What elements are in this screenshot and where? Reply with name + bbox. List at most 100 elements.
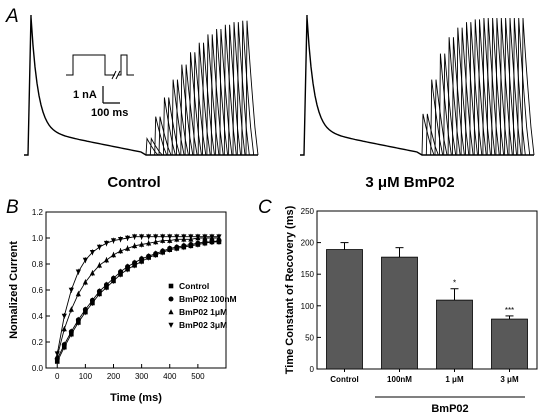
panel-b-points [54,233,222,365]
panel-b: 0 100 200 300 400 500 0.0 0.2 0.4 0.6 0.8 1.0 1.2 Co… [8,208,237,404]
panel-c-bars: Control 100nM 1 μM * 3 μM *** [326,242,528,384]
bar [326,249,363,370]
data-point [153,239,159,245]
data-point [168,283,174,289]
panel-b-legend: Control BmP02 100nM BmP02 1μM BmP02 3μM [168,281,237,330]
data-point [167,237,173,243]
data-point [89,270,96,276]
panel-a-letter: A [5,6,19,27]
y-tick-label: 150 [301,270,315,279]
y-tick-label: 50 [305,333,314,342]
panel-b-letter: B [6,197,19,218]
data-point [54,351,60,357]
panel-b-ylabel: Nomalized Current [8,241,20,339]
legend-label: BmP02 1μM [179,307,227,317]
data-point [202,239,208,245]
data-point [111,275,116,281]
x-tick-label: Control [330,375,358,384]
data-point [96,262,103,268]
data-point [174,244,180,250]
legend-label: Control [179,281,209,291]
caption-control: Control [107,174,160,191]
protocol-inset [66,54,134,80]
data-point [103,257,110,263]
data-point [131,242,138,249]
data-point [110,238,117,244]
data-point [117,237,124,243]
bmp02-trace [300,14,535,156]
data-point [209,239,215,245]
panel-c-group-label: BmP02 [431,403,468,415]
data-point [124,245,131,251]
y-tick-label: 0.8 [32,260,44,269]
data-point [160,248,166,254]
control-trace [24,14,259,156]
bar [436,299,473,370]
y-tick-label: 1.0 [32,234,44,243]
y-tick-label: 250 [301,207,315,216]
data-point [103,282,109,288]
data-point [68,287,74,293]
bar [491,318,528,370]
panel-b-ticks: 0 100 200 300 400 500 0.0 0.2 0.4 0.6 0.8 1.0 1.2 [32,208,205,381]
x-tick-label: 300 [135,372,149,381]
data-point [75,317,81,323]
panel-c-ticks: 0 50 100 150 200 250 [301,207,321,374]
data-point [139,241,145,247]
data-point [216,234,222,240]
data-point [82,279,88,285]
y-tick-label: 100 [301,302,315,311]
data-point [82,257,88,263]
data-point [118,269,124,275]
y-tick-label: 0 [310,365,315,374]
pulse-trace [245,20,259,156]
data-point [132,260,138,266]
data-point [110,252,117,258]
x-tick-label: 400 [163,372,177,381]
y-tick-label: 0.0 [32,364,44,373]
caption-bmp02: 3 μM BmP02 [365,174,454,191]
data-point [202,234,208,240]
x-tick-label: 3 μM [500,375,519,384]
data-point [188,234,194,240]
x-tick-label: 0 [55,372,60,381]
data-point [89,297,95,303]
data-point [82,307,88,312]
data-point [131,234,138,240]
data-point [167,234,173,240]
y-tick-label: 200 [301,239,315,248]
data-point [125,264,131,270]
panel-b-xlabel: Time (ms) [110,392,162,404]
legend-label: BmP02 3μM [179,320,227,330]
data-point [146,253,152,259]
data-point [153,251,159,257]
data-point [181,243,187,249]
data-point [195,240,201,246]
data-point [153,234,159,240]
data-point [96,288,102,294]
data-point [68,306,74,312]
y-tick-label: 0.6 [32,286,44,295]
x-tick-label: 1 μM [445,375,464,384]
data-point [75,269,81,275]
data-point [160,234,166,240]
data-point [168,296,174,302]
x-tick-label: 200 [107,372,121,381]
y-tick-label: 0.4 [32,312,44,321]
data-point [168,322,174,328]
data-point [68,329,74,335]
x-tick-label: 100 [79,372,93,381]
significance-marker: * [453,279,456,288]
data-point [61,342,67,348]
data-point [139,256,145,262]
data-point [96,244,103,250]
x-tick-label: 500 [191,372,205,381]
scale-time-label: 100 ms [91,107,128,119]
data-point [195,234,201,240]
bar [381,256,418,370]
scale-bar [102,86,120,104]
significance-marker: *** [505,306,514,315]
legend-label: BmP02 100nM [179,294,237,304]
x-tick-label: 100nM [387,375,412,384]
data-point [168,309,174,315]
